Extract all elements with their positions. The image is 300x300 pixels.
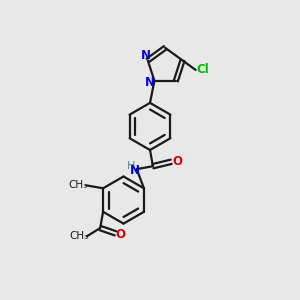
Text: CH₃: CH₃: [69, 231, 88, 241]
Text: N: N: [145, 76, 155, 89]
Text: Cl: Cl: [196, 63, 209, 76]
Text: O: O: [173, 155, 183, 168]
Text: N: N: [130, 164, 140, 177]
Text: N: N: [141, 50, 151, 62]
Text: CH₃: CH₃: [68, 180, 87, 190]
Text: O: O: [116, 228, 126, 241]
Text: H: H: [127, 160, 136, 171]
